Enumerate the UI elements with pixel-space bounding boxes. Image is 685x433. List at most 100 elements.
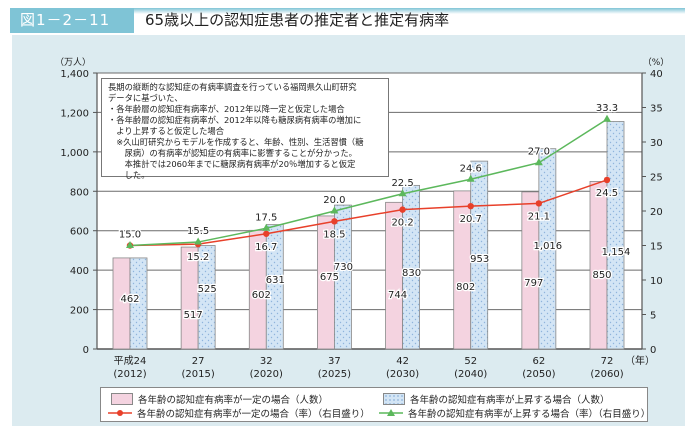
y-tick-label-right: 25 — [650, 173, 663, 184]
note-line: より上昇すると仮定した場合 — [108, 126, 224, 136]
y-tick-label-right: 5 — [650, 311, 656, 322]
bar-constant-count — [589, 181, 608, 350]
point-label-constant-rate: 16.7 — [255, 242, 277, 253]
y-axis-label-left: （万人） — [55, 57, 91, 68]
x-axis-label: （年） — [625, 354, 655, 367]
note-line: ・各年齢層の認知症有病率が、2012年以降も糖尿病有病率の増加に — [108, 115, 362, 125]
bar-rising-count — [265, 224, 284, 350]
line-constant-rate — [129, 179, 608, 247]
page-title: 65歳以上の認知症患者の推定者と推定有病率 — [145, 11, 450, 29]
legend-label: 各年齢の認知症有病率が一定の場合（率）（右目盛り） — [137, 409, 370, 420]
point-rising-rate — [126, 241, 134, 248]
y-tick-label-left: 0 — [83, 345, 89, 356]
x-tick-label-year: (2015) — [182, 369, 215, 380]
bar-rising-count — [606, 121, 625, 350]
point-label-rising-rate: 27.0 — [528, 147, 550, 158]
note-line: 尿病）の有病率が認知症の有病率に影響することが分かった。 — [108, 148, 357, 158]
x-tick-label: 62 — [532, 356, 545, 367]
figure-number: 図1－2－11 — [10, 8, 134, 33]
point-rising-rate — [194, 237, 203, 245]
bar-label-constant: 517 — [184, 310, 203, 321]
point-rising-rate — [603, 114, 611, 122]
point-label-rising-rate: 15.5 — [187, 226, 209, 237]
note-line: データに基づいた、 — [108, 93, 183, 103]
point-constant-rate — [603, 176, 611, 184]
x-tick-label: 37 — [328, 356, 341, 367]
y-tick-label-right: 10 — [650, 276, 663, 287]
title-accent-line — [134, 8, 685, 14]
legend-item-rising-rate: 各年齢の認知症有病率が上昇する場合（率）（右目盛り） — [379, 406, 650, 420]
bar-label-constant: 802 — [456, 282, 475, 293]
bar-label-constant: 675 — [320, 272, 339, 283]
note-line: ※久山町研究からモデルを作成すると、年齢、性別、生活習慣（糖 — [108, 137, 364, 147]
y-tick-label-left: 1,000 — [60, 148, 89, 159]
x-tick-label: 平成24 — [114, 355, 147, 367]
note-line: 長期の縦断的な認知症の有病率調査を行っている福岡県久山町研究 — [108, 82, 357, 92]
legend-label: 各年齢の認知症有病率が一定の場合（人数） — [138, 395, 329, 406]
note-line: ・各年齢層の認知症有病率が、2012年以降一定と仮定した場合 — [108, 104, 345, 114]
point-rising-rate — [534, 158, 543, 166]
y-tick-label-left: 1,400 — [60, 69, 89, 80]
y-tick-label-left: 600 — [70, 227, 89, 238]
y-tick-label-left: 400 — [70, 266, 89, 277]
bar-rising-count — [470, 160, 489, 350]
legend: 各年齢の認知症有病率が一定の場合（人数） 各年齢の認知症有病率が上昇する場合（人… — [100, 387, 650, 422]
point-label-rising-rate: 17.5 — [255, 212, 277, 223]
bar-label-rising: 830 — [402, 268, 421, 279]
point-label-constant-rate: 24.5 — [596, 188, 618, 199]
y-tick-label-left: 200 — [70, 306, 89, 317]
y-tick-label-right: 30 — [650, 138, 663, 149]
bar-label-rising: 525 — [198, 284, 217, 295]
point-constant-rate — [331, 218, 338, 225]
line-rising-rate — [129, 118, 608, 247]
y-tick-label-right: 20 — [650, 207, 663, 218]
point-label-constant-rate: 15.2 — [187, 252, 209, 263]
legend-item-constant-count: 各年齢の認知症有病率が一定の場合（人数） — [111, 392, 328, 406]
x-tick-label-year: (2030) — [386, 369, 419, 380]
y-tick-label-right: 15 — [650, 242, 663, 253]
bar-label-constant: 850 — [592, 270, 611, 281]
x-tick-label: 72 — [601, 356, 614, 367]
point-label-rising-rate: 20.0 — [323, 195, 345, 206]
legend-red-line-marker — [108, 408, 132, 418]
x-tick-label-year: (2040) — [454, 369, 487, 380]
point-rising-rate — [262, 223, 271, 231]
point-label-constant-rate: 20.2 — [391, 218, 413, 229]
x-tick-label: 27 — [192, 356, 205, 367]
point-label-rising-rate: 15.0 — [119, 230, 141, 241]
bar-label-constant: 602 — [252, 290, 271, 301]
point-label-rising-rate: 22.5 — [391, 178, 413, 189]
bar-label-rising: 1,016 — [534, 241, 563, 252]
x-tick-label-year: (2012) — [113, 369, 146, 380]
legend-swatch-blue — [383, 393, 405, 405]
y-tick-label-left: 800 — [70, 187, 89, 198]
y-tick-label-right: 40 — [650, 69, 663, 80]
legend-item-constant-rate: 各年齢の認知症有病率が一定の場合（率）（右目盛り） — [108, 406, 370, 420]
legend-label: 各年齢の認知症有病率が上昇する場合（人数） — [410, 395, 610, 406]
y-tick-label-right: 35 — [650, 104, 663, 115]
bar-label-constant: 744 — [388, 290, 407, 301]
legend-swatch-pink — [111, 393, 133, 405]
point-constant-rate — [263, 230, 270, 237]
point-label-constant-rate: 20.7 — [460, 214, 482, 225]
x-tick-label-year: (2020) — [250, 369, 283, 380]
bar-label-rising: 1,154 — [602, 247, 631, 258]
note-line: した。 — [108, 170, 150, 180]
bar-rising-count — [402, 184, 420, 350]
note-line: 本推計では2060年までに糖尿病有病率が20％増加すると仮定 — [108, 159, 356, 169]
legend-label: 各年齢の認知症有病率が上昇する場合（率）（右目盛り） — [408, 409, 651, 420]
x-tick-label: 52 — [464, 356, 477, 367]
point-constant-rate — [467, 202, 474, 210]
y-axis-label-right: （%） — [643, 57, 670, 68]
legend-green-line-marker — [379, 408, 403, 418]
point-rising-rate — [398, 189, 407, 197]
point-label-rising-rate: 33.3 — [596, 103, 618, 114]
y-tick-label-left: 1,200 — [60, 108, 89, 119]
bar-label-rising: 953 — [470, 254, 489, 265]
x-tick-label: 42 — [396, 356, 409, 367]
point-constant-rate — [535, 200, 543, 207]
annotation-note: 長期の縦断的な認知症の有病率調査を行っている福岡県久山町研究 データに基づいた、・… — [101, 78, 389, 180]
bar-rising-count — [129, 257, 148, 350]
point-label-rising-rate: 24.6 — [460, 163, 482, 174]
